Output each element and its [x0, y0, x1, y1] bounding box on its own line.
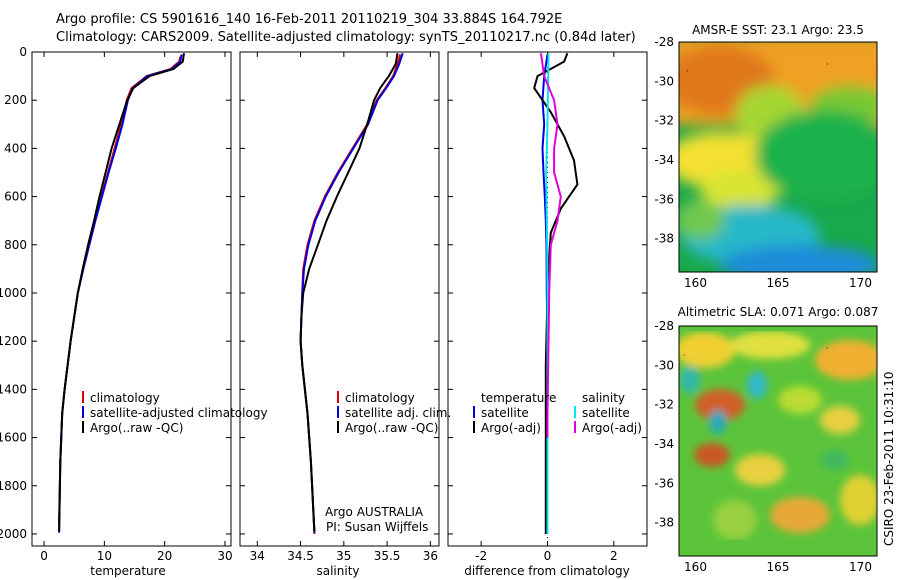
sla-map-frame [678, 325, 878, 557]
map-y-tick-label: -36 [654, 476, 674, 490]
x-tick-label: 2 [610, 549, 618, 563]
sst-heatmap: · · [679, 42, 877, 272]
legend-label-sal-satellite: satellite [582, 406, 630, 420]
map-y-tick-label: -32 [654, 398, 674, 412]
legend-title-temperature: temperature [481, 391, 556, 405]
series-line-salinity-1 [299, 52, 404, 533]
map-y-tick-label: -28 [654, 35, 674, 49]
series-line-salinity-2 [299, 53, 399, 532]
legend-label-temp-argo: Argo(-adj) [481, 421, 541, 435]
x-tick-label: -2 [475, 549, 487, 563]
map-x-tick-label: 165 [767, 560, 790, 574]
difference-xlabel: difference from climatology [464, 564, 630, 578]
sst-map-title: AMSR-E SST: 23.1 Argo: 23.5 [692, 23, 864, 37]
map-y-tick-label: -34 [654, 153, 674, 167]
map-y-tick-label: -30 [654, 74, 674, 88]
series-line-difference-1 [533, 52, 579, 534]
series-layer [58, 52, 579, 546]
map-x-tick-label: 160 [684, 276, 707, 290]
y-tick-label: 200 [4, 93, 27, 107]
map-dot: · [826, 60, 829, 69]
map-dot: · [826, 344, 829, 353]
x-tick-label: 0 [40, 549, 48, 563]
y-tick-label: 600 [4, 190, 27, 204]
header-line1: Argo profile: CS 5901616_140 16-Feb-2011… [56, 12, 562, 27]
footer-credit: CSIRO 23-Feb-2011 10:31:10 [882, 371, 896, 546]
map-y-tick-label: -38 [654, 516, 674, 530]
temperature-xlabel: temperature [90, 564, 165, 578]
y-tick-label: 800 [4, 238, 27, 252]
map-y-tick-label: -30 [654, 358, 674, 372]
legend-label-climatology: climatology [345, 391, 415, 405]
difference-legend: temperature satellite Argo(-adj) salinit… [473, 391, 642, 435]
series-line-difference-3 [539, 53, 562, 438]
x-tick-label: 10 [97, 549, 112, 563]
legend-title-salinity: salinity [582, 391, 625, 405]
sst-map-frame [678, 41, 878, 273]
x-tick-label: 36 [423, 549, 438, 563]
y-tick-label: 1800 [0, 479, 27, 493]
series-line-temperature-2 [58, 53, 185, 532]
argo-program-annotation: Argo AUSTRALIA [325, 505, 424, 519]
y-tick-label: 400 [4, 141, 27, 155]
series-line-difference-2 [545, 53, 550, 534]
map-y-tick-label: -34 [654, 437, 674, 451]
map-y-tick-label: -36 [654, 192, 674, 206]
x-tick-label: 30 [217, 549, 232, 563]
temperature-legend: climatology satellite-adjusted climatolo… [82, 391, 268, 435]
map-x-tick-label: 160 [684, 560, 707, 574]
y-tick-label: 1200 [0, 334, 27, 348]
map-dot: · [683, 351, 686, 360]
y-tick-label: 1000 [0, 286, 27, 300]
map-dot: · [686, 67, 689, 76]
x-tick-label: 35.5 [374, 549, 401, 563]
map-y-tick-label: -38 [654, 232, 674, 246]
legend-label-sal-argo: Argo(-adj) [582, 421, 642, 435]
salinity-legend: climatology satellite adj. clim. Argo(..… [337, 391, 451, 435]
legend-label-argo: Argo(..raw -QC) [90, 421, 183, 435]
map-x-tick-label: 170 [849, 560, 872, 574]
x-tick-label: 0 [544, 549, 552, 563]
argo-pi-annotation: PI: Susan Wijffels [326, 520, 428, 534]
temperature-panel-frame [31, 51, 232, 547]
y-tick-label: 2000 [0, 527, 27, 541]
sla-map-title: Altimetric SLA: 0.071 Argo: 0.087 [678, 305, 879, 319]
y-tick-label: 1400 [0, 382, 27, 396]
y-tick-label: 0 [19, 45, 27, 59]
x-tick-label: 20 [157, 549, 172, 563]
sla-heatmap: · · [679, 326, 877, 556]
series-line-salinity-0 [299, 54, 402, 535]
y-tick-label: 1600 [0, 431, 27, 445]
map-x-tick-label: 170 [849, 276, 872, 290]
map-x-tick-label: 165 [767, 276, 790, 290]
legend-label-temp-satellite: satellite [481, 406, 529, 420]
x-tick-label: 34.5 [287, 549, 314, 563]
x-tick-label: 35 [336, 549, 351, 563]
legend-label-argo: Argo(..raw -QC) [345, 421, 438, 435]
legend-label-satellite: satellite adj. clim. [345, 406, 451, 420]
legend-label-satellite: satellite-adjusted climatology [90, 406, 268, 420]
header-line2: Climatology: CARS2009. Satellite-adjuste… [56, 30, 636, 45]
map-y-tick-label: -28 [654, 319, 674, 333]
salinity-xlabel: salinity [316, 564, 359, 578]
map-y-tick-label: -32 [654, 114, 674, 128]
salinity-panel-frame [239, 51, 440, 547]
legend-label-climatology: climatology [90, 391, 160, 405]
x-tick-label: 34 [250, 549, 265, 563]
